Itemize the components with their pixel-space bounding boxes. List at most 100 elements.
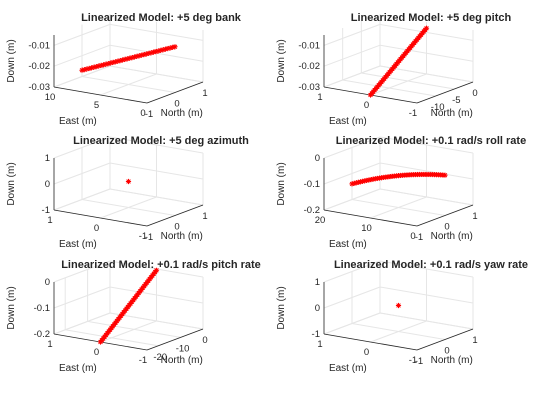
down-axis-label: Down (m) [6, 286, 17, 329]
east-tick-label: 1 [317, 339, 322, 350]
east-tick-label: 0 [364, 100, 369, 111]
down-tick-label: -1 [312, 329, 320, 340]
down-tick-label: 0 [315, 303, 320, 314]
north-axis [416, 204, 474, 227]
down-tick-label: -0.02 [28, 61, 50, 72]
grid-line [370, 73, 427, 96]
grid-line [370, 320, 427, 343]
north-tick-label: -5 [452, 95, 460, 106]
grid-line [53, 260, 111, 283]
down-axis-label: Down (m) [6, 39, 17, 82]
east-tick-label: -1 [139, 355, 147, 366]
north-axis [416, 81, 474, 104]
east-tick-label: 0 [140, 108, 145, 119]
down-tick-label: -0.03 [28, 82, 50, 93]
data-point [153, 267, 160, 273]
data-point [93, 64, 99, 70]
data-point-stroke [154, 268, 159, 273]
grid-line [379, 23, 474, 41]
subplot-title: Linearized Model: +5 deg pitch [351, 12, 512, 24]
grid-line [100, 196, 157, 219]
north-axis [146, 204, 204, 227]
east-tick-label: 1 [317, 92, 322, 103]
grid-line [109, 286, 204, 304]
data-point [349, 181, 355, 187]
north-tick-label: 1 [472, 335, 477, 346]
grid-line [323, 162, 381, 185]
grid-line [109, 312, 204, 330]
grid-line [323, 286, 381, 309]
north-tick-label: 0 [174, 222, 179, 233]
data-point [423, 25, 430, 31]
north-tick-label: 0 [444, 346, 449, 357]
north-axis-label: North (m) [161, 355, 203, 366]
grid-line [323, 65, 381, 88]
grid-line [109, 65, 204, 83]
data-point-stroke [396, 303, 401, 308]
down-tick-label: -0.1 [34, 303, 50, 314]
east-axis [53, 209, 148, 227]
grid-line [53, 136, 111, 159]
down-tick-label: 0 [45, 277, 50, 288]
grid-line [379, 136, 474, 154]
north-tick-label: 0 [174, 99, 179, 110]
down-tick-label: 1 [315, 277, 320, 288]
grid-line [379, 286, 474, 304]
north-axis [146, 81, 204, 104]
data-point [172, 44, 178, 50]
north-tick-label: 1 [472, 211, 477, 222]
north-tick-label: -1 [145, 109, 153, 120]
grid-line [379, 44, 474, 62]
down-tick-label: -1 [42, 205, 50, 216]
grid-line [323, 136, 381, 159]
east-axis-label: East (m) [329, 363, 367, 374]
east-tick-label: 1 [47, 215, 52, 226]
grid-line [53, 188, 111, 211]
north-axis-label: North (m) [431, 231, 473, 242]
east-tick-label: 10 [45, 92, 56, 103]
down-axis-label: Down (m) [276, 39, 287, 82]
east-tick-label: -1 [409, 355, 417, 366]
down-tick-label: 0 [45, 179, 50, 190]
grid-line [379, 260, 474, 278]
east-axis [323, 333, 418, 351]
grid-line [323, 260, 381, 283]
grid-line [53, 44, 111, 67]
data-point [125, 178, 132, 185]
east-tick-label: -1 [409, 108, 417, 119]
north-axis [416, 328, 474, 351]
east-axis-label: East (m) [59, 239, 97, 250]
east-tick-label: 5 [94, 100, 99, 111]
north-tick-label: -1 [415, 232, 423, 243]
grid-line [379, 162, 474, 180]
grid-line [109, 44, 204, 62]
east-tick-label: -1 [139, 231, 147, 242]
east-axis-label: East (m) [329, 239, 367, 250]
east-tick-label: 0 [94, 223, 99, 234]
north-axis [146, 328, 204, 351]
down-tick-label: 0 [315, 153, 320, 164]
grid-line [323, 23, 381, 46]
grid-line [323, 312, 381, 335]
north-tick-label: 0 [472, 88, 477, 99]
north-tick-label: 0 [444, 222, 449, 233]
north-axis-label: North (m) [161, 108, 203, 119]
subplot-title: Linearized Model: +0.1 rad/s roll rate [336, 135, 526, 147]
grid-line [100, 320, 157, 343]
east-tick-label: 0 [94, 347, 99, 358]
east-axis-label: East (m) [59, 116, 97, 127]
down-axis-label: Down (m) [6, 162, 17, 205]
down-tick-label: -0.02 [298, 61, 320, 72]
down-tick-label: -0.01 [28, 40, 50, 51]
subplot-title: Linearized Model: +0.1 rad/s yaw rate [334, 259, 528, 271]
east-axis-label: East (m) [329, 116, 367, 127]
down-axis-label: Down (m) [276, 162, 287, 205]
north-tick-label: 1 [202, 211, 207, 222]
east-axis-label: East (m) [59, 363, 97, 374]
grid-line [109, 162, 204, 180]
east-axis [323, 209, 418, 227]
